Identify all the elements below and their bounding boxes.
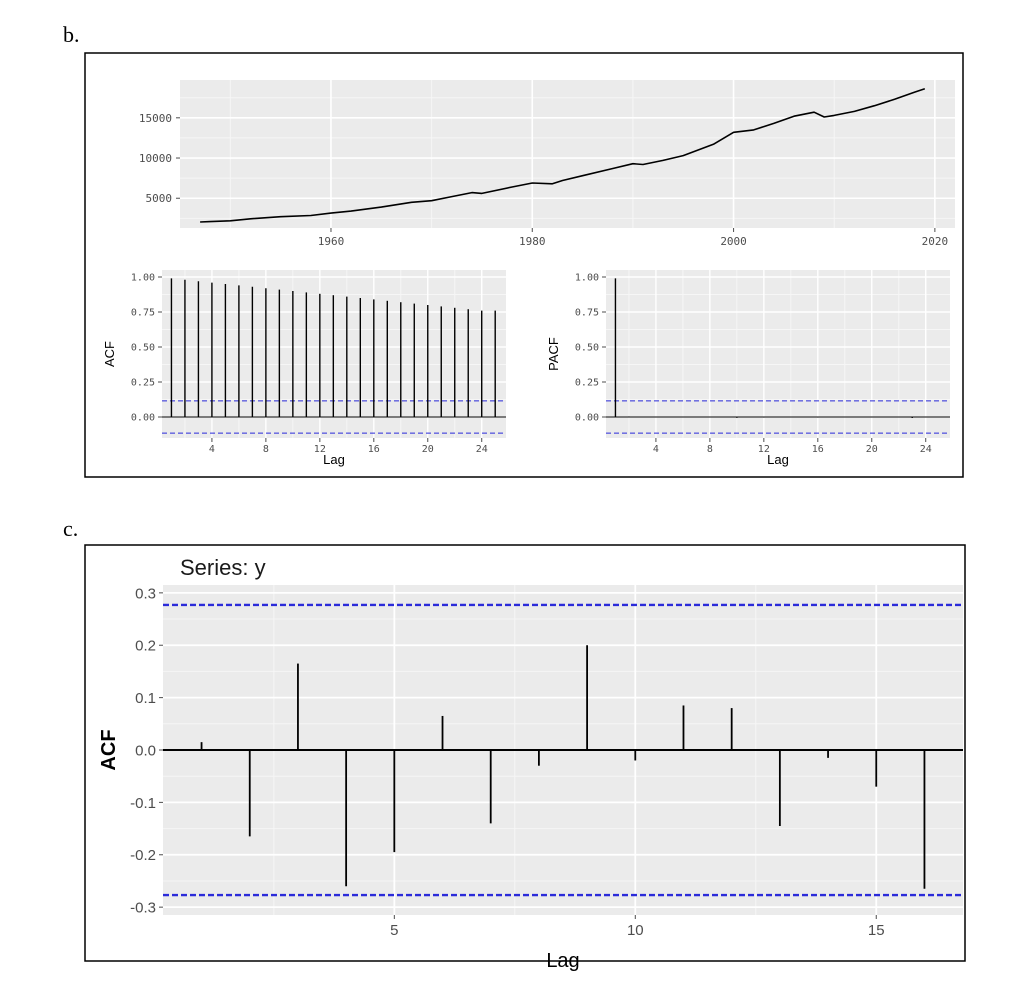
plot-background	[606, 270, 950, 438]
x-tick-label: 2020	[922, 235, 949, 248]
y-axis-label: ACF	[98, 729, 120, 770]
pacf-chart-b: 4 8 12 16 20 24 0.00 0.25 0.50 0.75 1.00 Lag PACF	[546, 270, 950, 467]
x-tick-label: 24	[476, 444, 488, 455]
y-tick-label: -0.1	[130, 795, 156, 812]
x-axis-label: Lag	[767, 452, 789, 467]
x-axis-label: Lag	[546, 950, 579, 972]
panel-label-b: b.	[63, 22, 80, 47]
y-tick-label: 0.00	[575, 413, 599, 424]
y-tick-label: 0.2	[135, 638, 156, 655]
y-tick-label: 0.3	[135, 585, 156, 602]
y-tick-label: 0.75	[131, 308, 155, 319]
y-axis-label: PACF	[546, 337, 561, 371]
x-tick-label: 20	[866, 444, 878, 455]
x-tick-label: 1960	[318, 235, 345, 248]
y-tick-label: 0.1	[135, 690, 156, 707]
x-tick-label: 4	[209, 444, 215, 455]
y-tick-label: 1.00	[131, 273, 155, 284]
y-tick-label: 0.00	[131, 413, 155, 424]
acf-chart-c: 5 10 15 -0.3 -0.2 -0.1 0.0 0.1 0.2 0.3 Lag ACF Serie…	[98, 555, 963, 972]
y-tick-label: 0.0	[135, 742, 156, 759]
panel-label-c: c.	[63, 516, 79, 541]
x-tick-label: 15	[868, 922, 885, 939]
y-tick-label: 0.75	[575, 308, 599, 319]
y-tick-label: 0.25	[131, 378, 155, 389]
acf-chart-b: 4 8 12 16 20 24 0.00 0.25 0.50 0.75 1.00 Lag ACF	[102, 270, 506, 467]
y-tick-label: 15000	[139, 112, 172, 125]
chart-title: Series: y	[180, 555, 266, 580]
y-tick-label: 0.50	[131, 343, 155, 354]
y-tick-label: -0.2	[130, 847, 156, 864]
x-tick-label: 24	[920, 444, 932, 455]
y-tick-label: 10000	[139, 152, 172, 165]
x-tick-label: 10	[627, 922, 644, 939]
x-tick-label: 8	[263, 444, 269, 455]
series-line	[200, 88, 926, 223]
x-axis-label: Lag	[323, 452, 345, 467]
y-tick-label: -0.3	[130, 900, 156, 917]
x-tick-label: 2000	[720, 235, 747, 248]
x-tick-label: 12	[314, 444, 326, 455]
x-tick-label: 16	[812, 444, 824, 455]
time-series-chart: 1960 1980 2000 2020 5000 10000 15000	[139, 80, 955, 248]
y-tick-label: 0.25	[575, 378, 599, 389]
y-axis-label: ACF	[102, 341, 117, 367]
y-tick-label: 0.50	[575, 343, 599, 354]
y-tick-label: 1.00	[575, 273, 599, 284]
x-tick-label: 5	[390, 922, 398, 939]
x-tick-label: 4	[653, 444, 659, 455]
x-tick-label: 1980	[519, 235, 546, 248]
x-tick-label: 20	[422, 444, 434, 455]
plot-background	[180, 80, 955, 228]
y-tick-label: 5000	[146, 192, 173, 205]
x-tick-label: 16	[368, 444, 380, 455]
x-tick-label: 12	[758, 444, 770, 455]
x-tick-label: 8	[707, 444, 713, 455]
